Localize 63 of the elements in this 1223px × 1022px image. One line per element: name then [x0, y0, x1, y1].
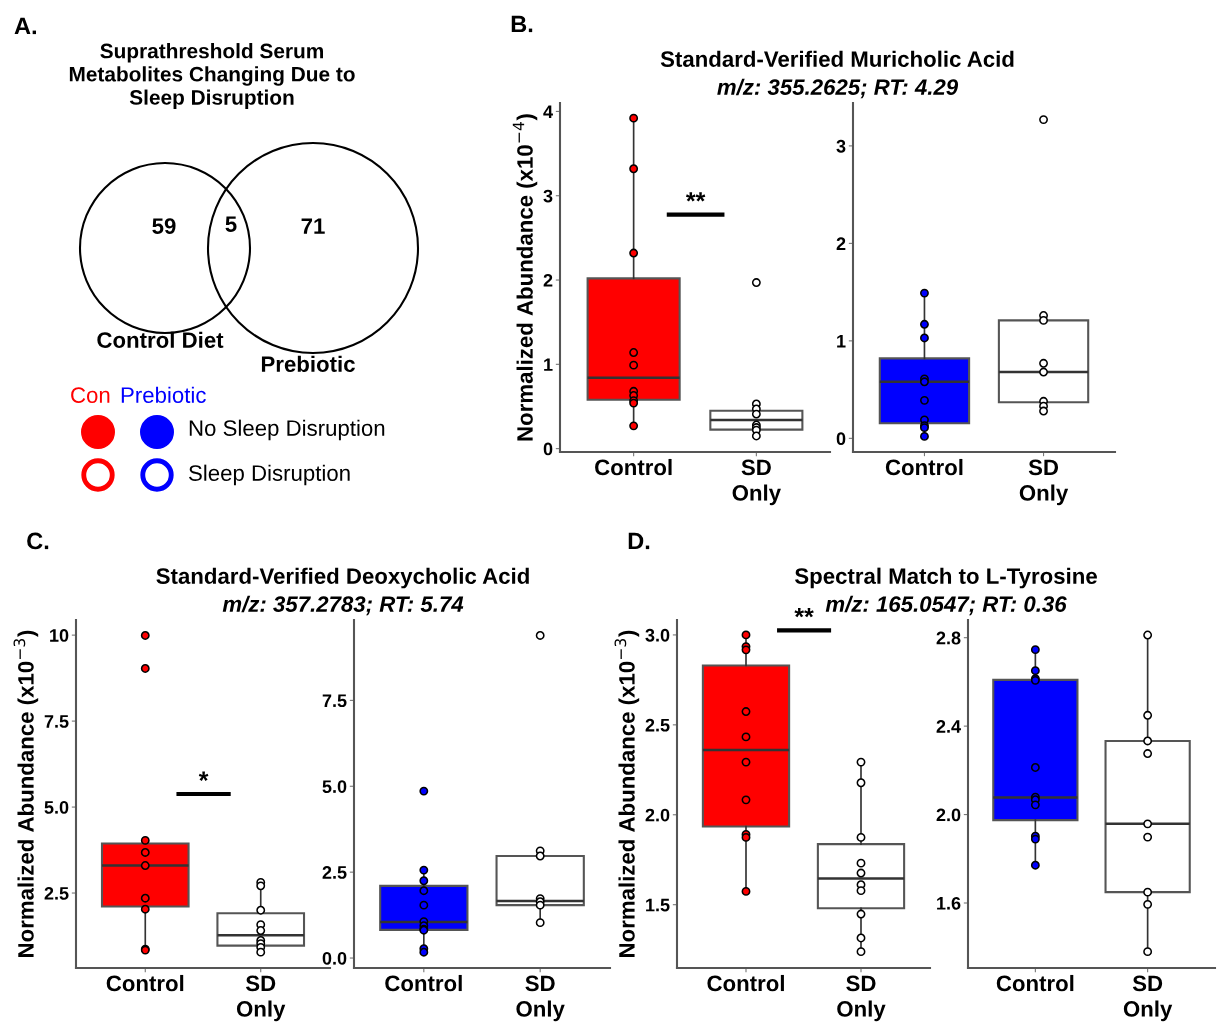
text: 5 — [225, 216, 237, 232]
y-tick-label: 0.0 — [322, 951, 347, 965]
y-axis-title: Normalized Abundance (x10$^{−3}$) — [13, 630, 39, 957]
x-tick-label: SD Only — [236, 975, 286, 1022]
x-tick-label: SD Only — [732, 459, 781, 506]
y-tick-label: 2.5 — [645, 718, 670, 732]
text: A. — [14, 17, 36, 35]
x-tick-label: SD Only — [516, 975, 565, 1022]
x-tick-label: SD Only — [1123, 975, 1173, 1022]
text: Sleep Disruption — [189, 464, 350, 486]
y-tick-label: 2 — [543, 273, 553, 287]
text: ** — [794, 608, 814, 618]
y-tick-label: 1.6 — [937, 896, 961, 910]
y-tick-label: 5.0 — [44, 801, 69, 814]
chart-title: Spectral Match to L-Tyrosine — [794, 567, 1097, 589]
y-tick-label: 2.0 — [936, 808, 961, 822]
y-tick-label: 7.5 — [322, 694, 347, 708]
category-label: Prebiotic — [121, 386, 206, 403]
x-tick-label: Control — [707, 974, 784, 992]
y-tick-label: 4 — [543, 105, 553, 118]
x-tick-label: Control — [106, 974, 184, 992]
y-tick-label: 2.0 — [645, 808, 670, 822]
y-tick-label: 3 — [836, 139, 846, 153]
y-tick-label: 1.5 — [646, 898, 670, 912]
text: 59 — [152, 218, 176, 234]
x-tick-label: SD Only — [837, 975, 886, 1022]
y-axis-title: Normalized Abundance (x10$^{−4}$) — [512, 114, 538, 441]
y-tick-label: 7.5 — [44, 715, 69, 728]
annotation: * — [198, 771, 209, 781]
y-axis-title: Normalized Abundance (x10$^{−3}$) — [614, 630, 640, 957]
y-tick-label: 2.4 — [936, 720, 961, 733]
x-tick-label: Control — [385, 974, 462, 992]
y-tick-label: 0 — [543, 442, 553, 456]
y-tick-label: 2.5 — [44, 886, 69, 900]
annotation: ** — [685, 192, 706, 202]
y-tick-label: 3 — [543, 189, 553, 203]
category-label: Control Diet — [97, 331, 224, 348]
text: Prebiotic — [261, 355, 355, 372]
chart-title: Standard-Verified Deoxycholic Acid — [156, 567, 529, 589]
x-tick-label: Control — [595, 458, 672, 476]
y-tick-label: 2.8 — [936, 631, 961, 645]
text: C. — [27, 532, 49, 550]
y-tick-label: 2 — [836, 237, 846, 250]
text: B. — [511, 15, 533, 33]
y-tick-label: 3.0 — [645, 628, 670, 642]
chart-subtitle: m/z: 355.2625; RT: 4.29 — [717, 78, 959, 99]
chart-subtitle: m/z: 165.0547; RT: 0.36 — [825, 595, 1067, 616]
x-tick-label: Control — [885, 458, 963, 476]
y-tick-label: 0 — [836, 432, 846, 446]
text: 71 — [301, 218, 325, 234]
text: No Sleep Disruption — [189, 419, 385, 441]
chart-title: Standard-Verified Muricholic Acid — [660, 50, 1014, 67]
text: Suprathreshold Serum Metabolites Changing Due to Sleep Disruption — [69, 43, 355, 109]
text: D. — [628, 532, 650, 550]
chart-subtitle: m/z: 357.2783; RT: 5.74 — [222, 595, 464, 616]
y-tick-label: 1 — [544, 358, 553, 371]
y-tick-label: 2.5 — [322, 866, 347, 879]
x-tick-label: SD Only — [1019, 459, 1069, 506]
y-tick-label: 1 — [837, 334, 846, 348]
y-tick-label: 10 — [50, 629, 69, 642]
text: Con — [71, 387, 110, 403]
y-tick-label: 5.0 — [322, 780, 347, 793]
x-tick-label: Control — [996, 974, 1074, 992]
